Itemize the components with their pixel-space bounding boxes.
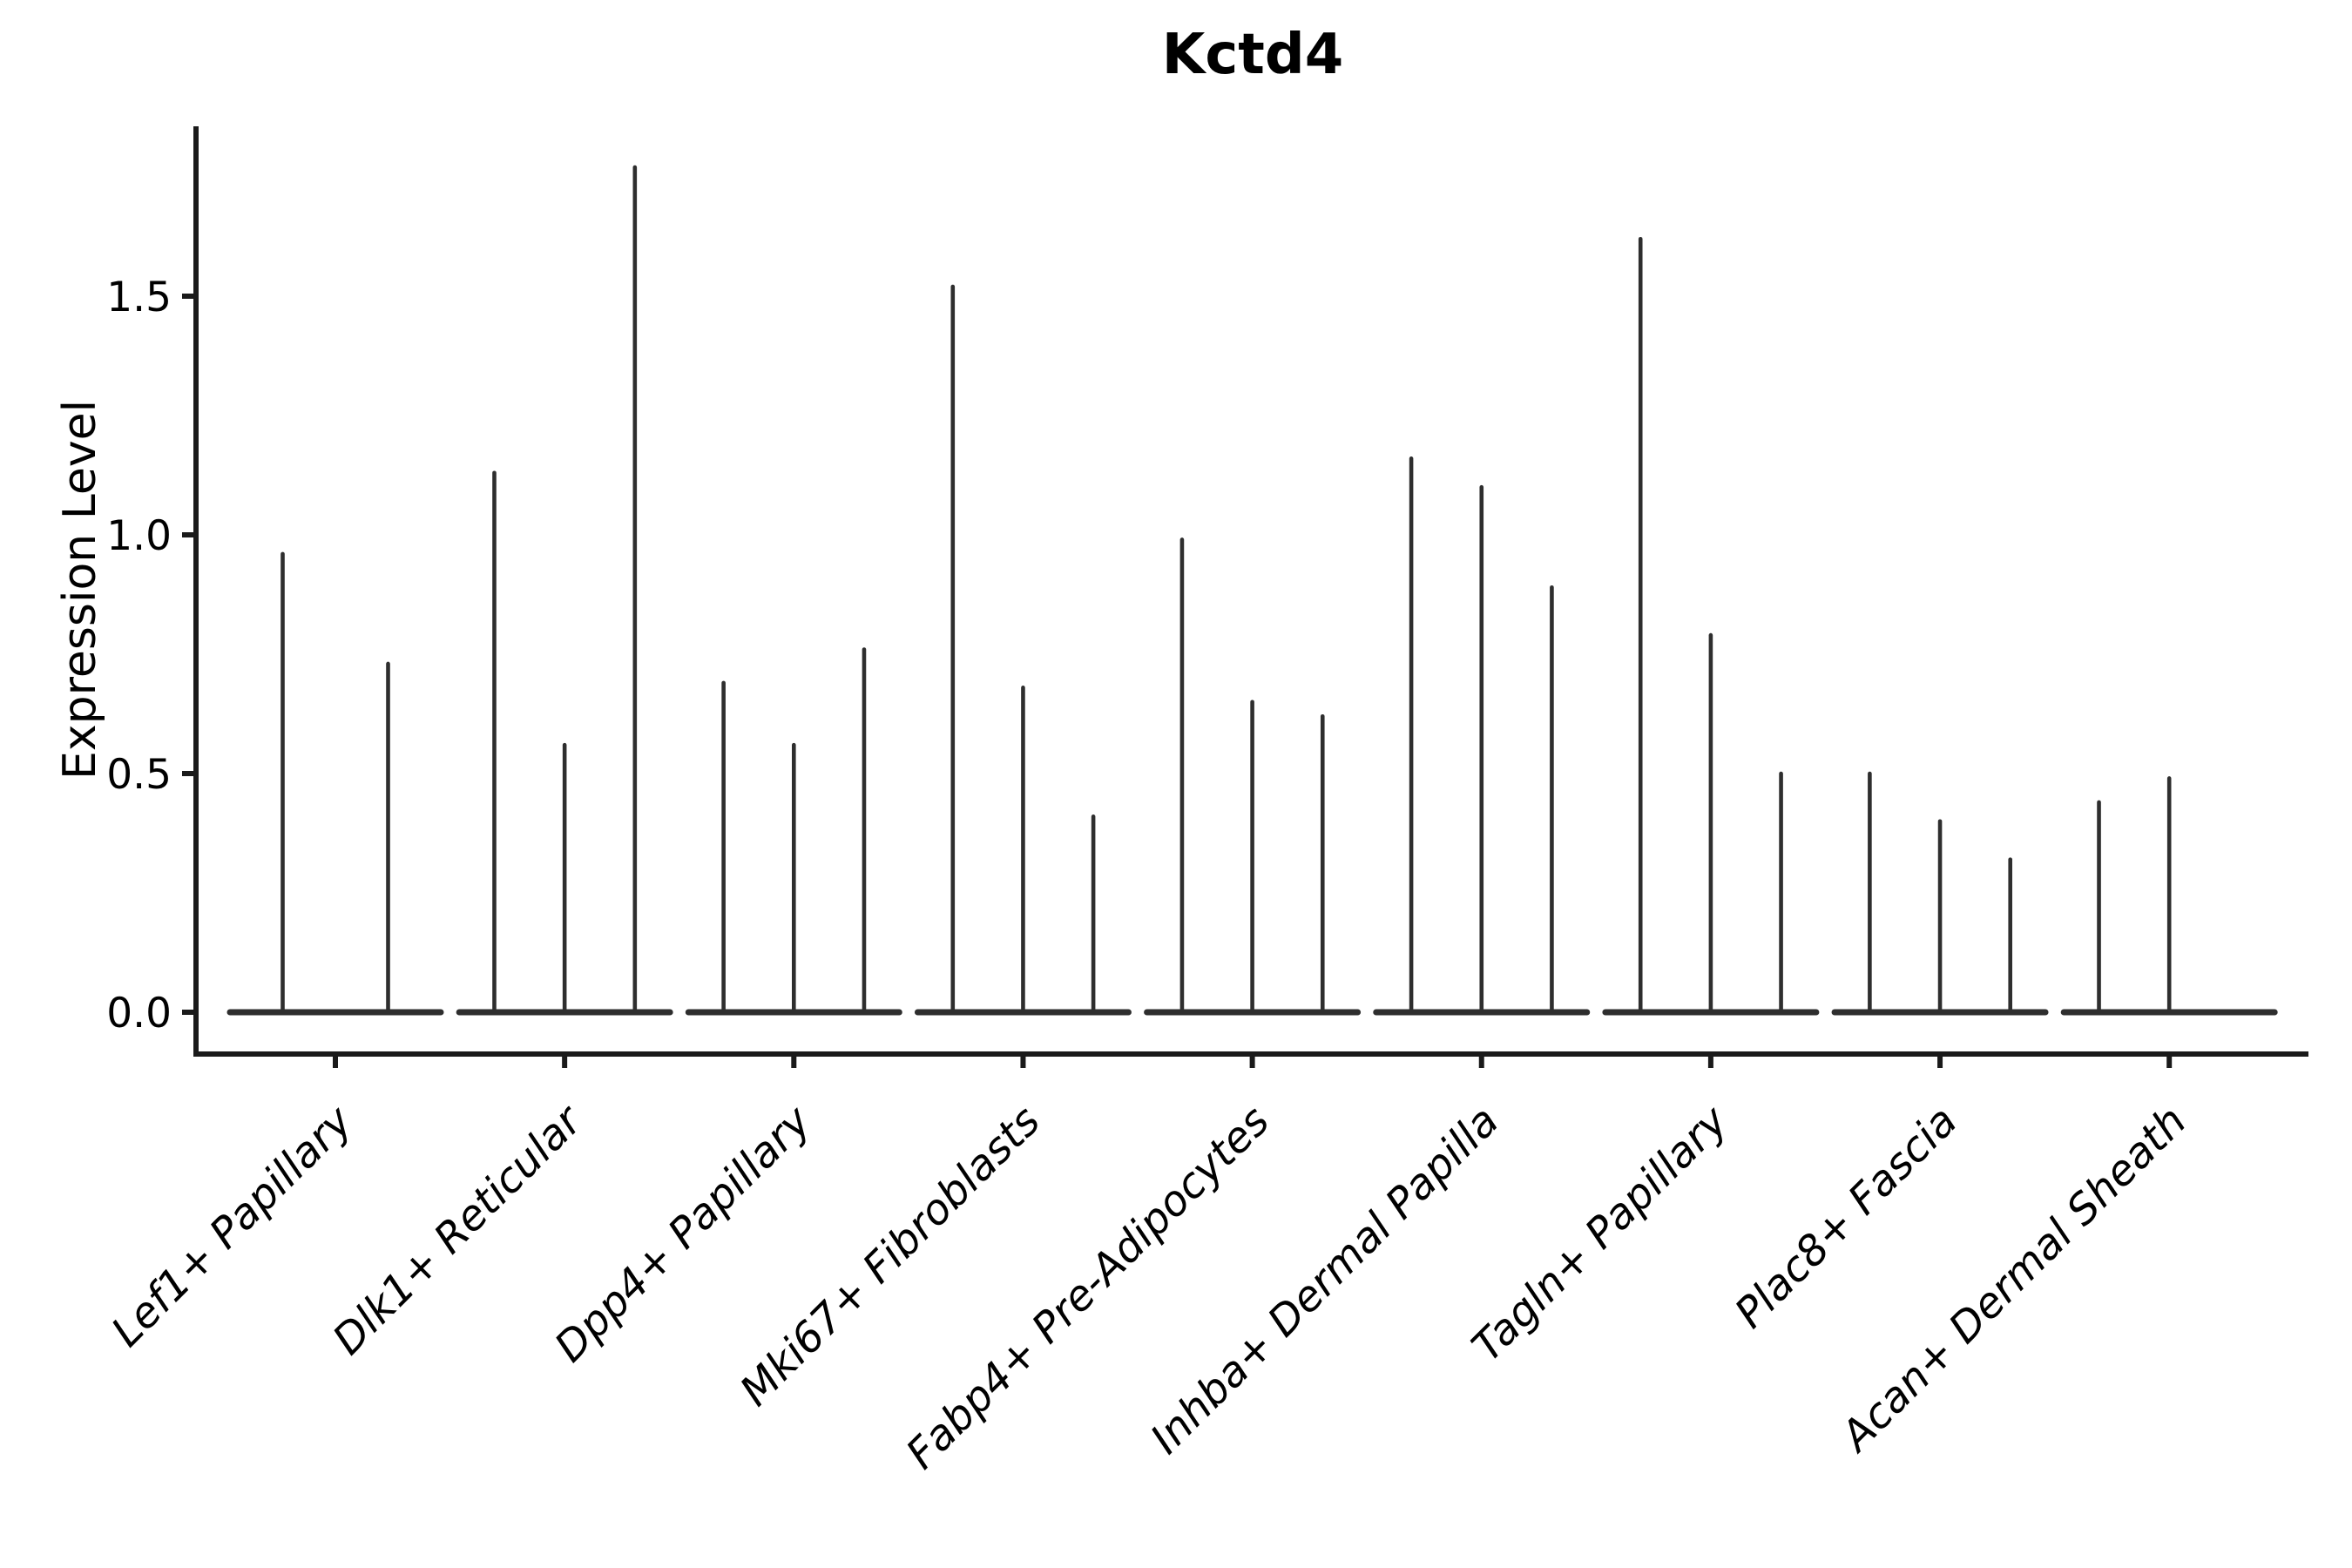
x-tick-label: Tagln+ Papillary: [1463, 1096, 1738, 1371]
y-tick-label: 0.5: [106, 751, 172, 799]
y-tick-label: 0.0: [106, 990, 172, 1037]
x-tick-label: Dpp4+ Papillary: [545, 1096, 821, 1371]
y-tick-label: 1.5: [106, 274, 172, 321]
y-tick-label: 1.0: [106, 512, 172, 560]
x-tick-label: Dlk1+ Reticular: [323, 1095, 593, 1365]
x-tick-label: Plac8+ Fascia: [1726, 1097, 1967, 1338]
plot-title: Kctd4: [1161, 23, 1344, 87]
x-tick-label: Lef1+ Papillary: [102, 1096, 362, 1356]
x-tick-label: Fabp4+ Pre-Adipocytes: [897, 1097, 1280, 1479]
